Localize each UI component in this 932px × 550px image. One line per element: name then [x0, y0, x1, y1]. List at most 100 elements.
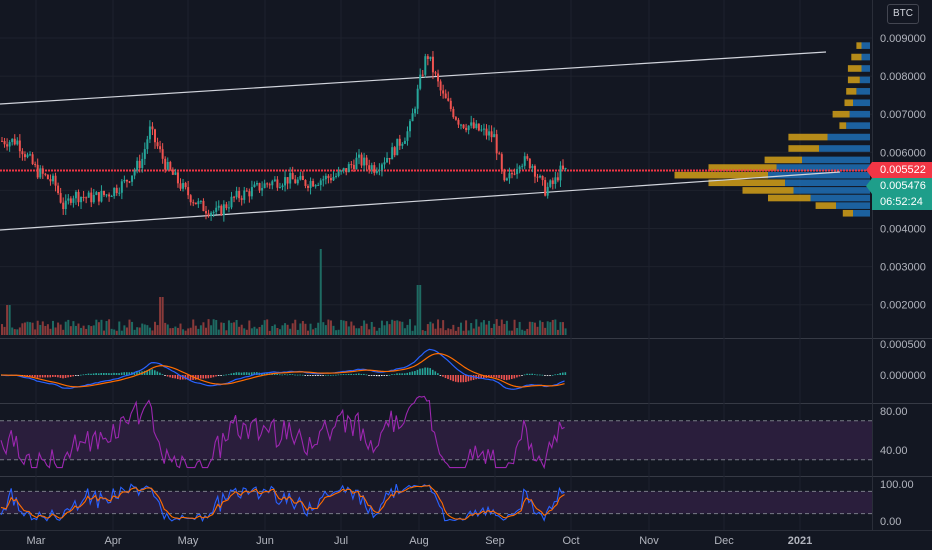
candle-body [383, 162, 386, 165]
candle-body [54, 175, 57, 186]
candle-body [138, 160, 141, 168]
macd-bar [82, 374, 85, 376]
volume-bar [125, 327, 128, 335]
candle-body [62, 202, 65, 210]
candle-body [253, 184, 256, 188]
macd-bar [439, 375, 442, 376]
volume-bar [391, 319, 394, 335]
volume-bar [500, 319, 503, 335]
candle-body [184, 183, 187, 188]
volume-profile-bar [844, 99, 853, 107]
macd-bar [556, 374, 559, 375]
volume-bar [21, 323, 24, 335]
macd-bar [253, 372, 256, 375]
candle-body [52, 175, 54, 182]
candle-body [166, 161, 169, 170]
volume-bar [449, 329, 452, 335]
macd-bar [34, 375, 36, 377]
volume-bar [488, 320, 491, 335]
currency-button[interactable]: BTC [887, 4, 919, 24]
volume-profile [674, 42, 870, 217]
candle-body [271, 181, 274, 186]
macd-bar [452, 375, 454, 382]
volume-bar [460, 322, 462, 335]
macd-bar [62, 375, 64, 379]
macd-bar [546, 375, 549, 376]
volume-bar [482, 320, 485, 335]
volume-bar [44, 325, 47, 335]
macd-bar [69, 375, 72, 378]
stoch-k-line [0, 483, 565, 523]
macd-bar [115, 372, 118, 375]
volume-bar [513, 319, 516, 335]
volume-bar [454, 330, 457, 335]
candle-body [488, 131, 491, 136]
macd-bar [250, 372, 253, 375]
macd-bar [503, 375, 505, 380]
macd-bar [307, 375, 309, 376]
volume-bar [485, 324, 488, 335]
macd-bar [457, 375, 460, 383]
macd-bar [67, 375, 69, 378]
volume-bar [233, 322, 236, 335]
candle-body [11, 138, 14, 143]
candle-body [57, 185, 60, 194]
macd-bar [276, 373, 278, 375]
candle-body [559, 165, 562, 181]
macd-bar [174, 375, 176, 379]
macd-bar [128, 372, 131, 375]
volume-bar [192, 319, 195, 335]
macd-bar [207, 375, 210, 379]
volume-bar [406, 324, 409, 335]
macd-bar [431, 369, 434, 375]
candle-body [118, 192, 121, 194]
macd-bar [215, 375, 217, 377]
volume-bar [442, 320, 445, 335]
candle-body [393, 147, 396, 156]
candle-body [87, 192, 90, 198]
candle-body [80, 196, 83, 203]
volume-bar [100, 319, 103, 335]
macd-bar [314, 375, 317, 376]
macd-bar [360, 373, 363, 375]
volume-bar [13, 329, 16, 335]
macd-bar [559, 373, 562, 375]
candle-body [258, 183, 261, 191]
candle-body [398, 138, 401, 146]
macd-bar [41, 375, 44, 378]
volume-bar [97, 322, 100, 335]
candle-body [465, 127, 468, 131]
volume-bar [516, 328, 519, 335]
candle-body [462, 124, 465, 128]
candle-body [77, 191, 80, 203]
macd-bar [238, 372, 240, 375]
candle-body [388, 157, 391, 160]
macd-bar [284, 374, 286, 376]
macd-bar [363, 373, 365, 375]
candle-body [370, 165, 373, 170]
volume-bar [62, 329, 65, 335]
candle-body [449, 100, 452, 109]
macd-bar [480, 375, 482, 379]
stoch-axis-label: 100.00 [880, 479, 914, 491]
volume-bar [141, 323, 144, 335]
macd-bar [482, 375, 485, 379]
candle-body [67, 198, 70, 201]
volume-bar [398, 321, 401, 335]
volume-bar [409, 319, 411, 335]
macd-bar [72, 375, 74, 377]
volume-bar [143, 324, 146, 335]
macd-bar [227, 374, 230, 376]
candle-body [31, 154, 34, 165]
candle-body [554, 177, 557, 184]
candle-body [82, 196, 85, 198]
volume-bar [444, 330, 447, 335]
volume-profile-bar [861, 53, 870, 61]
candle-body [3, 140, 6, 145]
candle-body [220, 205, 223, 216]
volume-bar [360, 325, 363, 335]
volume-bar [352, 325, 355, 335]
candle-body [508, 173, 511, 179]
volume-bar [549, 322, 552, 335]
